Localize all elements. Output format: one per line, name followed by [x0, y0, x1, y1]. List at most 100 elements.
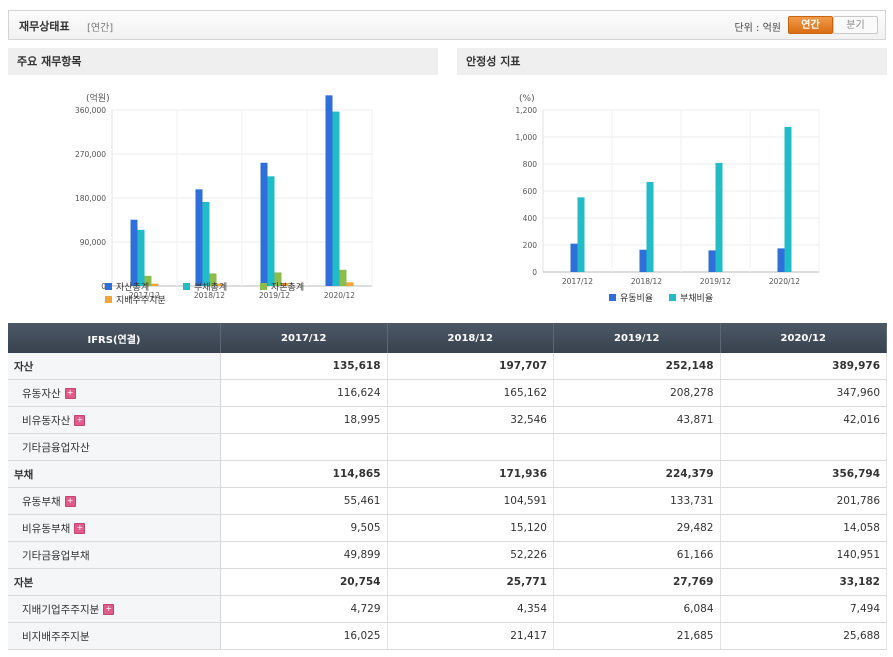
expand-plus-icon[interactable]: +: [64, 496, 76, 507]
x-tick-label: 2017/12: [129, 291, 160, 300]
table-cell: 347,960: [720, 379, 887, 407]
table-header-standard: IFRS(연결): [8, 323, 221, 353]
left-chart-panel: 주요 재무항목 (억원) 0 90,000 180,000 270,000 360,000…: [8, 48, 438, 321]
expand-plus-icon[interactable]: +: [74, 415, 86, 426]
table-cell: 15,120: [387, 514, 554, 542]
x-tick-label: 2018/12: [194, 291, 225, 300]
table-row: 부채 114,865 171,936 224,379 356,794: [8, 460, 887, 488]
legend-label: 지배주주지분: [116, 295, 166, 306]
bar-2: [646, 181, 654, 272]
row-label: 비유동부채 +: [8, 514, 221, 542]
table-cell: 55,461: [220, 487, 388, 515]
legend-swatch: [105, 283, 112, 290]
bar-3: [274, 272, 282, 286]
bar-1: [260, 162, 268, 286]
table-row: 기타금융업부채 49,899 52,226 61,166 140,951: [8, 541, 887, 569]
table-cell: 4,354: [387, 595, 554, 623]
legend-swatch: [260, 283, 267, 290]
row-label-text: 자산: [14, 360, 34, 373]
row-label: 비유동자산 +: [8, 406, 221, 434]
financial-items-chart: (억원) 0 90,000 180,000 270,000 360,000 2017/12 2…: [75, 92, 373, 306]
y-tick-label: 1,200: [516, 106, 538, 115]
table-row: 자본 20,754 25,771 27,769 33,182: [8, 568, 887, 596]
table-cell: 114,865: [220, 460, 388, 488]
y-tick-label: 1,000: [516, 133, 538, 142]
table-cell: 224,379: [553, 460, 721, 488]
x-tick-label: 2017/12: [562, 277, 593, 286]
table-cell: 14,058: [720, 514, 887, 542]
legend-swatch: [105, 296, 112, 303]
expand-plus-icon[interactable]: +: [74, 523, 86, 534]
table-header-period: 2019/12: [553, 323, 721, 353]
row-label-text: 기타금융업자산: [22, 441, 90, 454]
table-cell: 49,899: [220, 541, 388, 569]
y-tick-label: 0: [532, 268, 537, 277]
row-label-text: 비유동자산: [22, 414, 71, 427]
table-cell: 21,417: [387, 622, 554, 650]
table-header-period: 2018/12: [387, 323, 554, 353]
table-cell: 29,482: [553, 514, 721, 542]
table-row: 유동부채 +55,461 104,591 133,731 201,786: [8, 487, 887, 515]
section-title: 재무상태표: [19, 20, 70, 33]
table-cell: 33,182: [720, 568, 887, 596]
row-label: 자본: [8, 568, 221, 596]
table-cell: 4,729: [220, 595, 388, 623]
bar-4: [346, 282, 354, 286]
table-cell: 171,936: [387, 460, 554, 488]
table-cell: 201,786: [720, 487, 887, 515]
section-subtitle: [연간]: [87, 23, 114, 34]
table-cell: 7,494: [720, 595, 887, 623]
row-label-text: 비지배주주지분: [22, 630, 90, 643]
table-cell: 25,771: [387, 568, 554, 596]
bar-2: [267, 176, 275, 286]
section-header: 재무상태표 [연간] 단위 : 억원 연간 분기: [8, 10, 886, 40]
x-tick-label: 2018/12: [631, 277, 662, 286]
balance-sheet-table: IFRS(연결) 2017/12 2018/12 2019/12 2020/12 자산 1…: [8, 323, 887, 650]
table-cell: 21,685: [553, 622, 721, 650]
right-panel-title: 안정성 지표: [457, 48, 887, 75]
table-row: 기타금융업자산: [8, 433, 887, 461]
table-row: 비지배주주지분 16,025 21,417 21,685 25,688: [8, 622, 887, 650]
table-header-period: 2020/12: [720, 323, 887, 353]
bar-1: [325, 95, 333, 286]
bar-2: [577, 197, 585, 272]
x-tick-label: 2020/12: [769, 277, 800, 286]
row-label: 비지배주주지분: [8, 622, 221, 650]
table-cell: 135,618: [220, 353, 388, 380]
annual-toggle-button[interactable]: 연간: [788, 16, 833, 34]
table-cell: 208,278: [553, 379, 721, 407]
bar-3: [144, 275, 152, 286]
table-row: 유동자산 +116,624 165,162 208,278 347,960: [8, 379, 887, 407]
legend-swatch: [183, 283, 190, 290]
table-cell: 27,769: [553, 568, 721, 596]
quarter-toggle-button[interactable]: 분기: [833, 16, 878, 34]
table-cell: 197,707: [387, 353, 554, 380]
table-cell: 165,162: [387, 379, 554, 407]
y-tick-label: 270,000: [75, 150, 106, 159]
table-cell: [553, 433, 721, 461]
row-label: 부채: [8, 460, 221, 488]
bar-1: [195, 189, 203, 286]
bar-1: [777, 248, 785, 272]
table-cell: 9,505: [220, 514, 388, 542]
row-label-text: 지배기업주주지분: [22, 603, 100, 616]
expand-plus-icon[interactable]: +: [103, 604, 115, 615]
table-header-period: 2017/12: [220, 323, 388, 353]
y-tick-label: 90,000: [80, 238, 106, 247]
x-tick-label: 2019/12: [259, 291, 290, 300]
x-tick-label: 2019/12: [700, 277, 731, 286]
expand-plus-icon[interactable]: +: [64, 388, 76, 399]
right-chart-panel: 안정성 지표 (%) 0 200 400 600 800 1,000 1,200 2017/12…: [457, 48, 887, 321]
table-cell: 16,025: [220, 622, 388, 650]
row-label: 기타금융업자산: [8, 433, 221, 461]
table-cell: [720, 433, 887, 461]
row-label-text: 비유동부채: [22, 522, 71, 535]
x-tick-label: 2020/12: [324, 291, 355, 300]
table-row: 지배기업주주지분 +4,729 4,354 6,084 7,494: [8, 595, 887, 623]
table-cell: 133,731: [553, 487, 721, 515]
table-header-row: IFRS(연결) 2017/12 2018/12 2019/12 2020/12: [8, 323, 887, 353]
bar-1: [708, 250, 716, 272]
table-row: 비유동자산 +18,995 32,546 43,871 42,016: [8, 406, 887, 434]
legend-swatch: [669, 294, 676, 301]
table-cell: 104,591: [387, 487, 554, 515]
